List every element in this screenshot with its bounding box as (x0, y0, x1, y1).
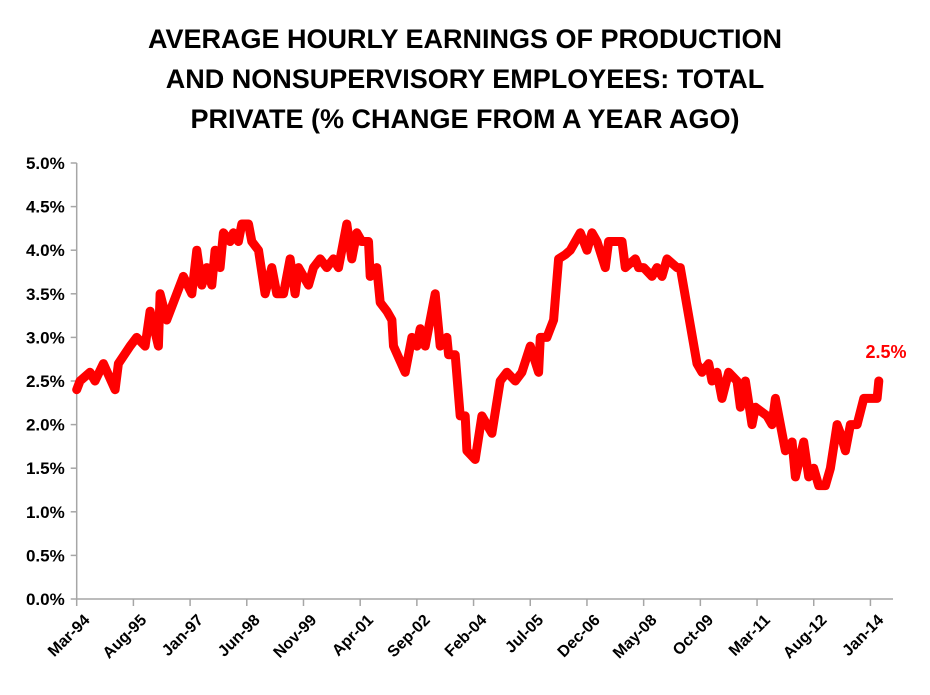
chart-title-line-2: AND NONSUPERVISORY EMPLOYEES: TOTAL (166, 64, 765, 94)
x-tick-label: Jan-14 (839, 612, 887, 660)
x-tick-label: Mar-11 (726, 612, 774, 660)
x-tick-label: Jan-97 (159, 612, 207, 660)
y-tick-label: 0.0% (26, 590, 65, 609)
y-tick-label: 3.0% (26, 328, 65, 347)
y-tick-label: 4.0% (26, 241, 65, 260)
x-tick-label: Jun-98 (215, 612, 264, 661)
x-tick-label: Mar-94 (45, 612, 94, 661)
series-marks (72, 219, 884, 491)
y-tick-label: 3.5% (26, 285, 65, 304)
y-tick-label: 1.5% (26, 459, 65, 478)
y-tick-label: 2.5% (26, 372, 65, 391)
y-tick-label: 1.0% (26, 503, 65, 522)
x-tick-label: Aug-12 (780, 612, 830, 662)
x-tick-label: Nov-99 (271, 612, 321, 662)
x-tick-label: Oct-09 (670, 612, 717, 659)
chart-title-line-3: PRIVATE (% CHANGE FROM A YEAR AGO) (190, 104, 739, 134)
y-tick-label: 4.5% (26, 198, 65, 217)
chart-title-line-1: AVERAGE HOURLY EARNINGS OF PRODUCTION (148, 24, 782, 54)
x-tick-label: Jul-05 (502, 612, 547, 657)
x-tick-label: Dec-06 (555, 612, 604, 661)
series-line (72, 219, 884, 491)
x-tick-label: Aug-95 (100, 612, 150, 662)
y-tick-label: 2.0% (26, 416, 65, 435)
x-tick-label: May-08 (610, 612, 660, 662)
x-tick-label: Sep-02 (385, 612, 434, 661)
x-tick-label: Apr-01 (329, 612, 377, 660)
y-tick-label: 0.5% (26, 546, 65, 565)
last-value-label: 2.5% (865, 342, 906, 362)
y-tick-label: 5.0% (26, 154, 65, 173)
x-tick-label: Feb-04 (442, 612, 491, 661)
